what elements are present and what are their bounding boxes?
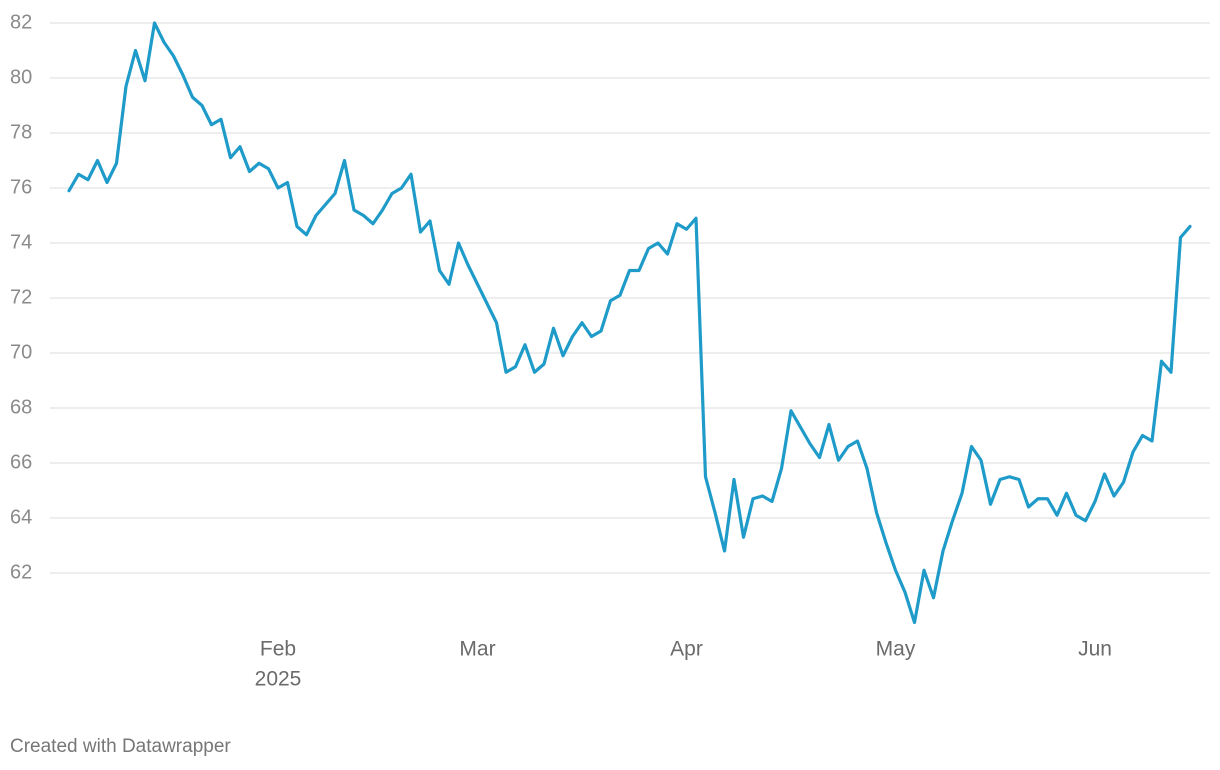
y-tick-label: 80 [10, 66, 32, 88]
x-year-label: 2025 [255, 668, 302, 691]
y-tick-label: 66 [10, 451, 32, 473]
y-tick-label: 74 [10, 231, 32, 253]
y-tick-label: 70 [10, 341, 32, 363]
x-tick-label: Feb [260, 638, 296, 661]
x-tick-label: Apr [670, 638, 703, 661]
x-tick-label: May [876, 638, 916, 661]
y-tick-label: 64 [10, 506, 32, 528]
y-tick-label: 72 [10, 286, 32, 308]
y-tick-label: 62 [10, 561, 32, 583]
y-tick-label: 78 [10, 121, 32, 143]
credit: Created with Datawrapper [10, 736, 231, 757]
data-line [67, 21, 1192, 625]
x-tick-label: Jun [1078, 638, 1112, 661]
y-tick-label: 76 [10, 176, 32, 198]
x-tick-label: Mar [459, 638, 495, 661]
y-tick-label: 82 [10, 11, 32, 33]
y-tick-label: 68 [10, 396, 32, 418]
